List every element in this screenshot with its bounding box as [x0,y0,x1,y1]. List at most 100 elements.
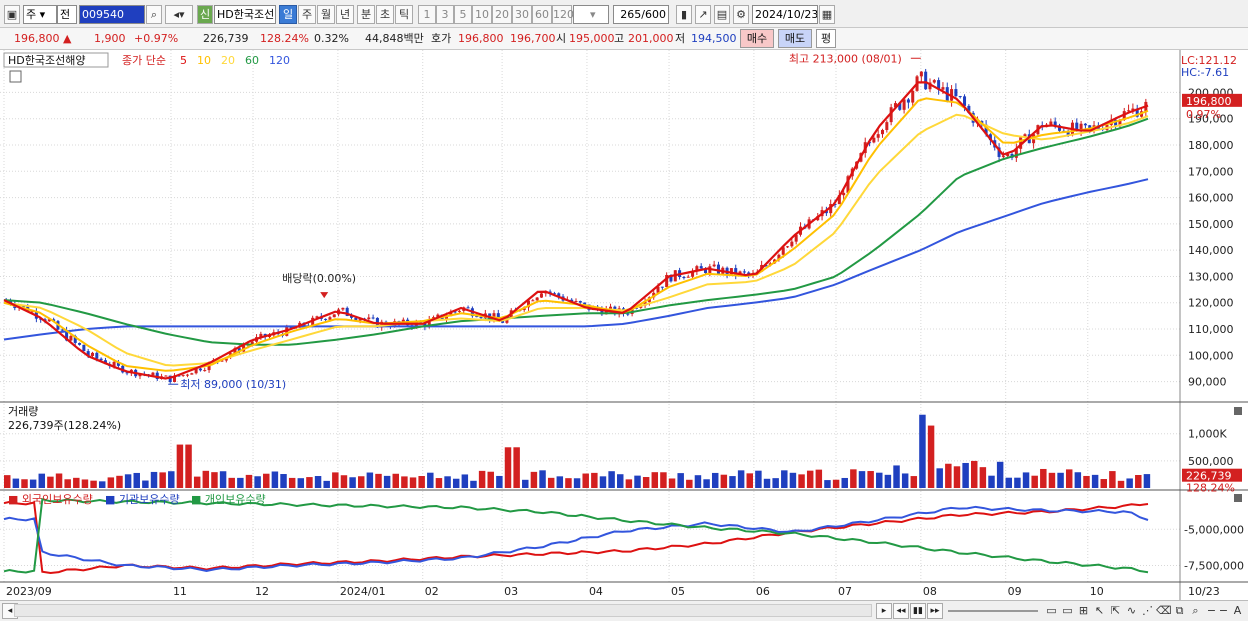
period-tick-button[interactable]: 틱 [395,5,413,24]
pen-icon[interactable]: ∿ [1126,604,1137,617]
table-icon[interactable] [9,70,22,83]
erase-icon[interactable]: ⌫ [1156,604,1172,617]
arrow-tool-icon[interactable]: ⇱ [1110,604,1121,617]
candle-body [69,335,73,341]
stock-code-input[interactable]: 009540 [79,5,145,24]
price-tick-label: 140,000 [1188,244,1234,257]
moving-averages [3,81,1149,380]
crosshair-icon[interactable]: ⊞ [1078,604,1089,617]
x-tick-label: 08 [923,585,937,598]
volume-bar [159,472,166,488]
compare-select[interactable]: 전 [57,5,77,24]
x-tick-label: 05 [671,585,685,598]
scroll-end-icon[interactable]: ▸▸ [927,603,943,619]
scroll-right-icon[interactable]: ▸ [876,603,892,619]
volume-bar [573,478,581,488]
step-20-button[interactable]: 20 [492,5,512,24]
avg-button[interactable]: 평 [816,29,836,48]
search-icon[interactable]: ⌕ [146,5,162,24]
save-icon[interactable]: ▤ [714,5,730,24]
ma-legend-item: 120 [269,54,290,67]
period-second-button[interactable]: 초 [376,5,394,24]
price-tick-label: 170,000 [1188,165,1234,178]
sell-button[interactable]: 매도 [778,29,812,48]
ma-legend-item: 5 [180,54,187,67]
period-month-button[interactable]: 월 [317,5,335,24]
candle-body [578,301,582,303]
zoom-icon[interactable]: ⌕ [1192,604,1199,617]
volume-bar [936,468,943,488]
candle-body [324,318,328,320]
custom-step-select[interactable]: ▾ [573,5,609,24]
candle-body [842,192,846,196]
zoom-slider[interactable] [948,610,1038,612]
candle-body [531,300,535,302]
zoom-out-icon[interactable]: − [1206,604,1217,617]
count-field[interactable]: 265/600 [613,5,669,24]
step-5-button[interactable]: 5 [454,5,472,24]
candle-body [876,134,880,138]
candle-body [168,375,172,382]
candle-type-icon[interactable]: ▮ [676,5,692,24]
volume-bar [116,475,123,488]
price-tag-bg [1182,93,1242,107]
step-10-button[interactable]: 10 [472,5,492,24]
candle-body [893,103,897,108]
volume-bar [202,470,210,488]
x-tick-label: 2023/09 [6,585,52,598]
candle-body [436,314,440,318]
step-60-button[interactable]: 60 [532,5,552,24]
draw-tool-icon[interactable]: ↗ [695,5,711,24]
period-week-button[interactable]: 주 [298,5,316,24]
market-select[interactable]: 주 ▾ [23,5,57,24]
volume-bar [383,475,391,488]
candle-body [634,307,638,309]
calendar-icon[interactable]: ▦ [819,5,835,24]
step-3-button[interactable]: 3 [436,5,454,24]
volume-bar [625,479,633,488]
open-label: 시 [556,32,567,45]
fib-icon[interactable]: ⋰ [1142,604,1153,617]
volume-bar [591,472,598,488]
candle-body [311,317,315,326]
x-tick-label: 03 [504,585,518,598]
speaker-icon[interactable]: ◂▾ [165,5,193,24]
volume-bar [1057,472,1064,488]
volume-bar [357,476,365,488]
volume-close-icon[interactable] [1234,407,1242,415]
volume-bar [910,476,918,488]
candle-body [872,137,876,143]
text-tool-icon[interactable]: A [1233,604,1242,617]
minus-icon[interactable]: − [1218,604,1229,617]
holdings-line [3,505,1149,573]
x-tick-label: 2024/01 [340,585,386,598]
buy-button[interactable]: 매수 [740,29,774,48]
trend-line-icon[interactable]: ↖ [1094,604,1105,617]
candle-body [919,71,923,77]
scroll-begin-icon[interactable]: ◂◂ [893,603,909,619]
step-30-button[interactable]: 30 [512,5,532,24]
date-field[interactable]: 2024/10/23 [752,5,818,24]
window-icon[interactable]: ▣ [4,5,20,24]
layout-2-icon[interactable]: ▭ [1062,604,1073,617]
volume-bar [617,474,624,488]
step-120-button[interactable]: 120 [552,5,574,24]
step-1-button[interactable]: 1 [418,5,436,24]
candle-body [457,310,461,312]
volume-bar [1048,472,1056,488]
volume-bar [90,480,97,488]
layout-1-icon[interactable]: ▭ [1046,604,1057,617]
period-day-button[interactable]: 일 [279,5,297,24]
period-year-button[interactable]: 년 [336,5,354,24]
scroll-track[interactable] [14,604,872,617]
holdings-legend-item: ■ 기관보유수량 [105,493,180,506]
candle-body [354,317,358,321]
play-pause-icon[interactable]: ▮▮ [910,603,926,619]
volume-bar [366,472,374,488]
period-minute-button[interactable]: 분 [357,5,375,24]
gear-icon[interactable]: ⚙ [733,5,749,24]
volume-bar [945,463,952,488]
holdings-close-icon[interactable] [1234,494,1242,502]
copy-icon[interactable]: ⧉ [1175,604,1184,617]
